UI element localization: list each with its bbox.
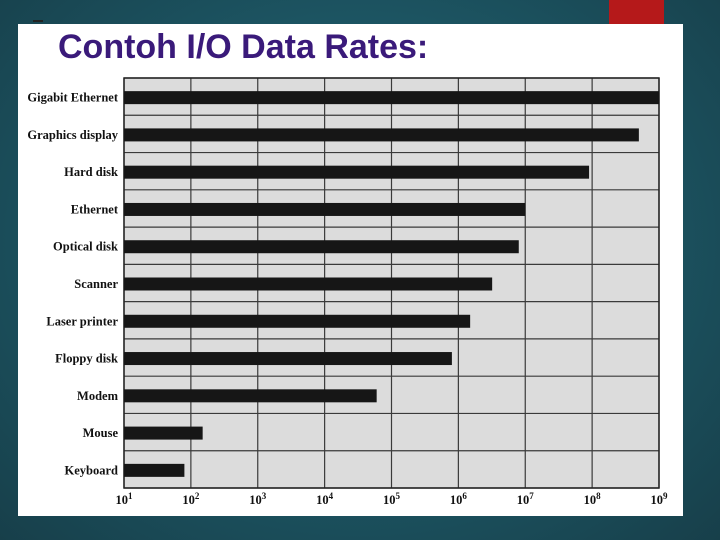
- x-tick-label: 102: [182, 491, 200, 507]
- category-label-keyboard: Keyboard: [65, 463, 119, 477]
- category-label-hard-disk: Hard disk: [64, 165, 118, 179]
- bar-mouse: [124, 426, 203, 440]
- bar-modem: [124, 389, 377, 403]
- bar-ethernet: [124, 202, 526, 216]
- x-tick-label: 109: [651, 491, 669, 507]
- category-label-ethernet: Ethernet: [71, 202, 119, 216]
- category-label-optical-disk: Optical disk: [53, 240, 118, 254]
- x-tick-label: 101: [116, 491, 134, 507]
- category-label-graphics-display: Graphics display: [27, 128, 118, 142]
- x-tick-label: 108: [584, 491, 602, 507]
- x-tick-label: 107: [517, 491, 535, 507]
- category-label-scanner: Scanner: [74, 277, 118, 291]
- x-tick-label: 105: [383, 491, 401, 507]
- x-tick-label: 104: [316, 491, 334, 507]
- bar-gigabit-ethernet: [124, 91, 659, 105]
- bar-hard-disk: [124, 165, 590, 179]
- bar-floppy-disk: [124, 352, 452, 366]
- bar-keyboard: [124, 463, 185, 477]
- red-accent-bar: [609, 0, 664, 24]
- category-label-laser-printer: Laser printer: [46, 314, 118, 328]
- category-label-gigabit-ethernet: Gigabit Ethernet: [27, 91, 118, 105]
- decorative-dash: [33, 20, 43, 22]
- slide-title: Contoh I/O Data Rates:: [58, 28, 429, 66]
- category-label-floppy-disk: Floppy disk: [55, 352, 118, 366]
- bar-scanner: [124, 277, 493, 291]
- x-tick-label: 106: [450, 491, 468, 507]
- bar-optical-disk: [124, 240, 519, 254]
- bar-laser-printer: [124, 314, 471, 328]
- bar-graphics-display: [124, 128, 639, 142]
- category-label-modem: Modem: [77, 389, 119, 403]
- x-tick-label: 103: [249, 491, 267, 507]
- category-label-mouse: Mouse: [83, 426, 119, 440]
